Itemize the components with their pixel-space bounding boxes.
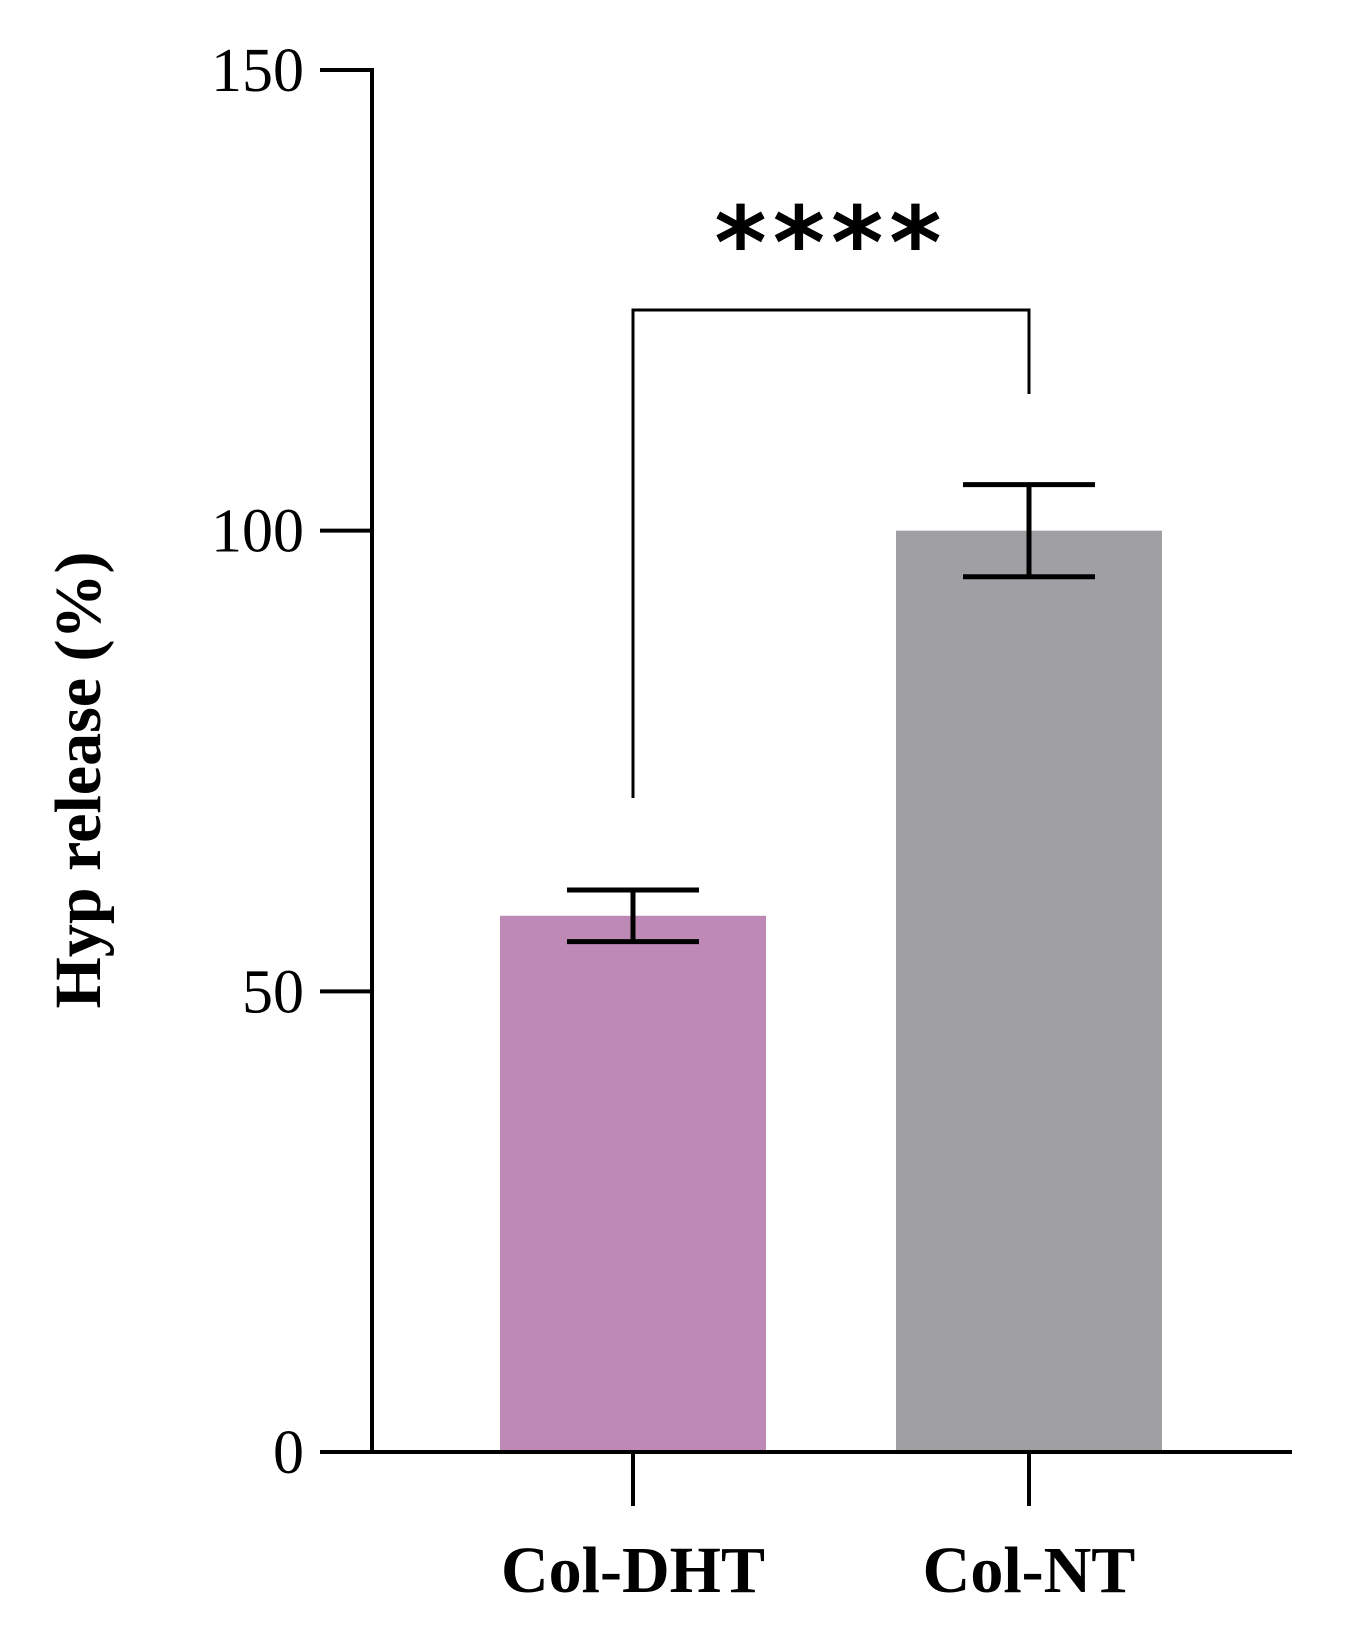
x-tick-label: Col-NT [923,1534,1136,1607]
x-tick-label: Col-DHT [501,1534,765,1607]
y-tick-label: 50 [242,958,304,1026]
bar-col-dht [500,915,766,1452]
y-tick-label: 150 [211,37,304,105]
significance-label: **** [714,185,947,302]
y-axis-title: Hyp release (%) [42,551,115,1008]
bar-col-nt [896,530,1162,1452]
significance-bracket [631,308,1031,798]
y-tick-label: 100 [211,498,304,566]
y-tick-label: 0 [273,1419,304,1487]
